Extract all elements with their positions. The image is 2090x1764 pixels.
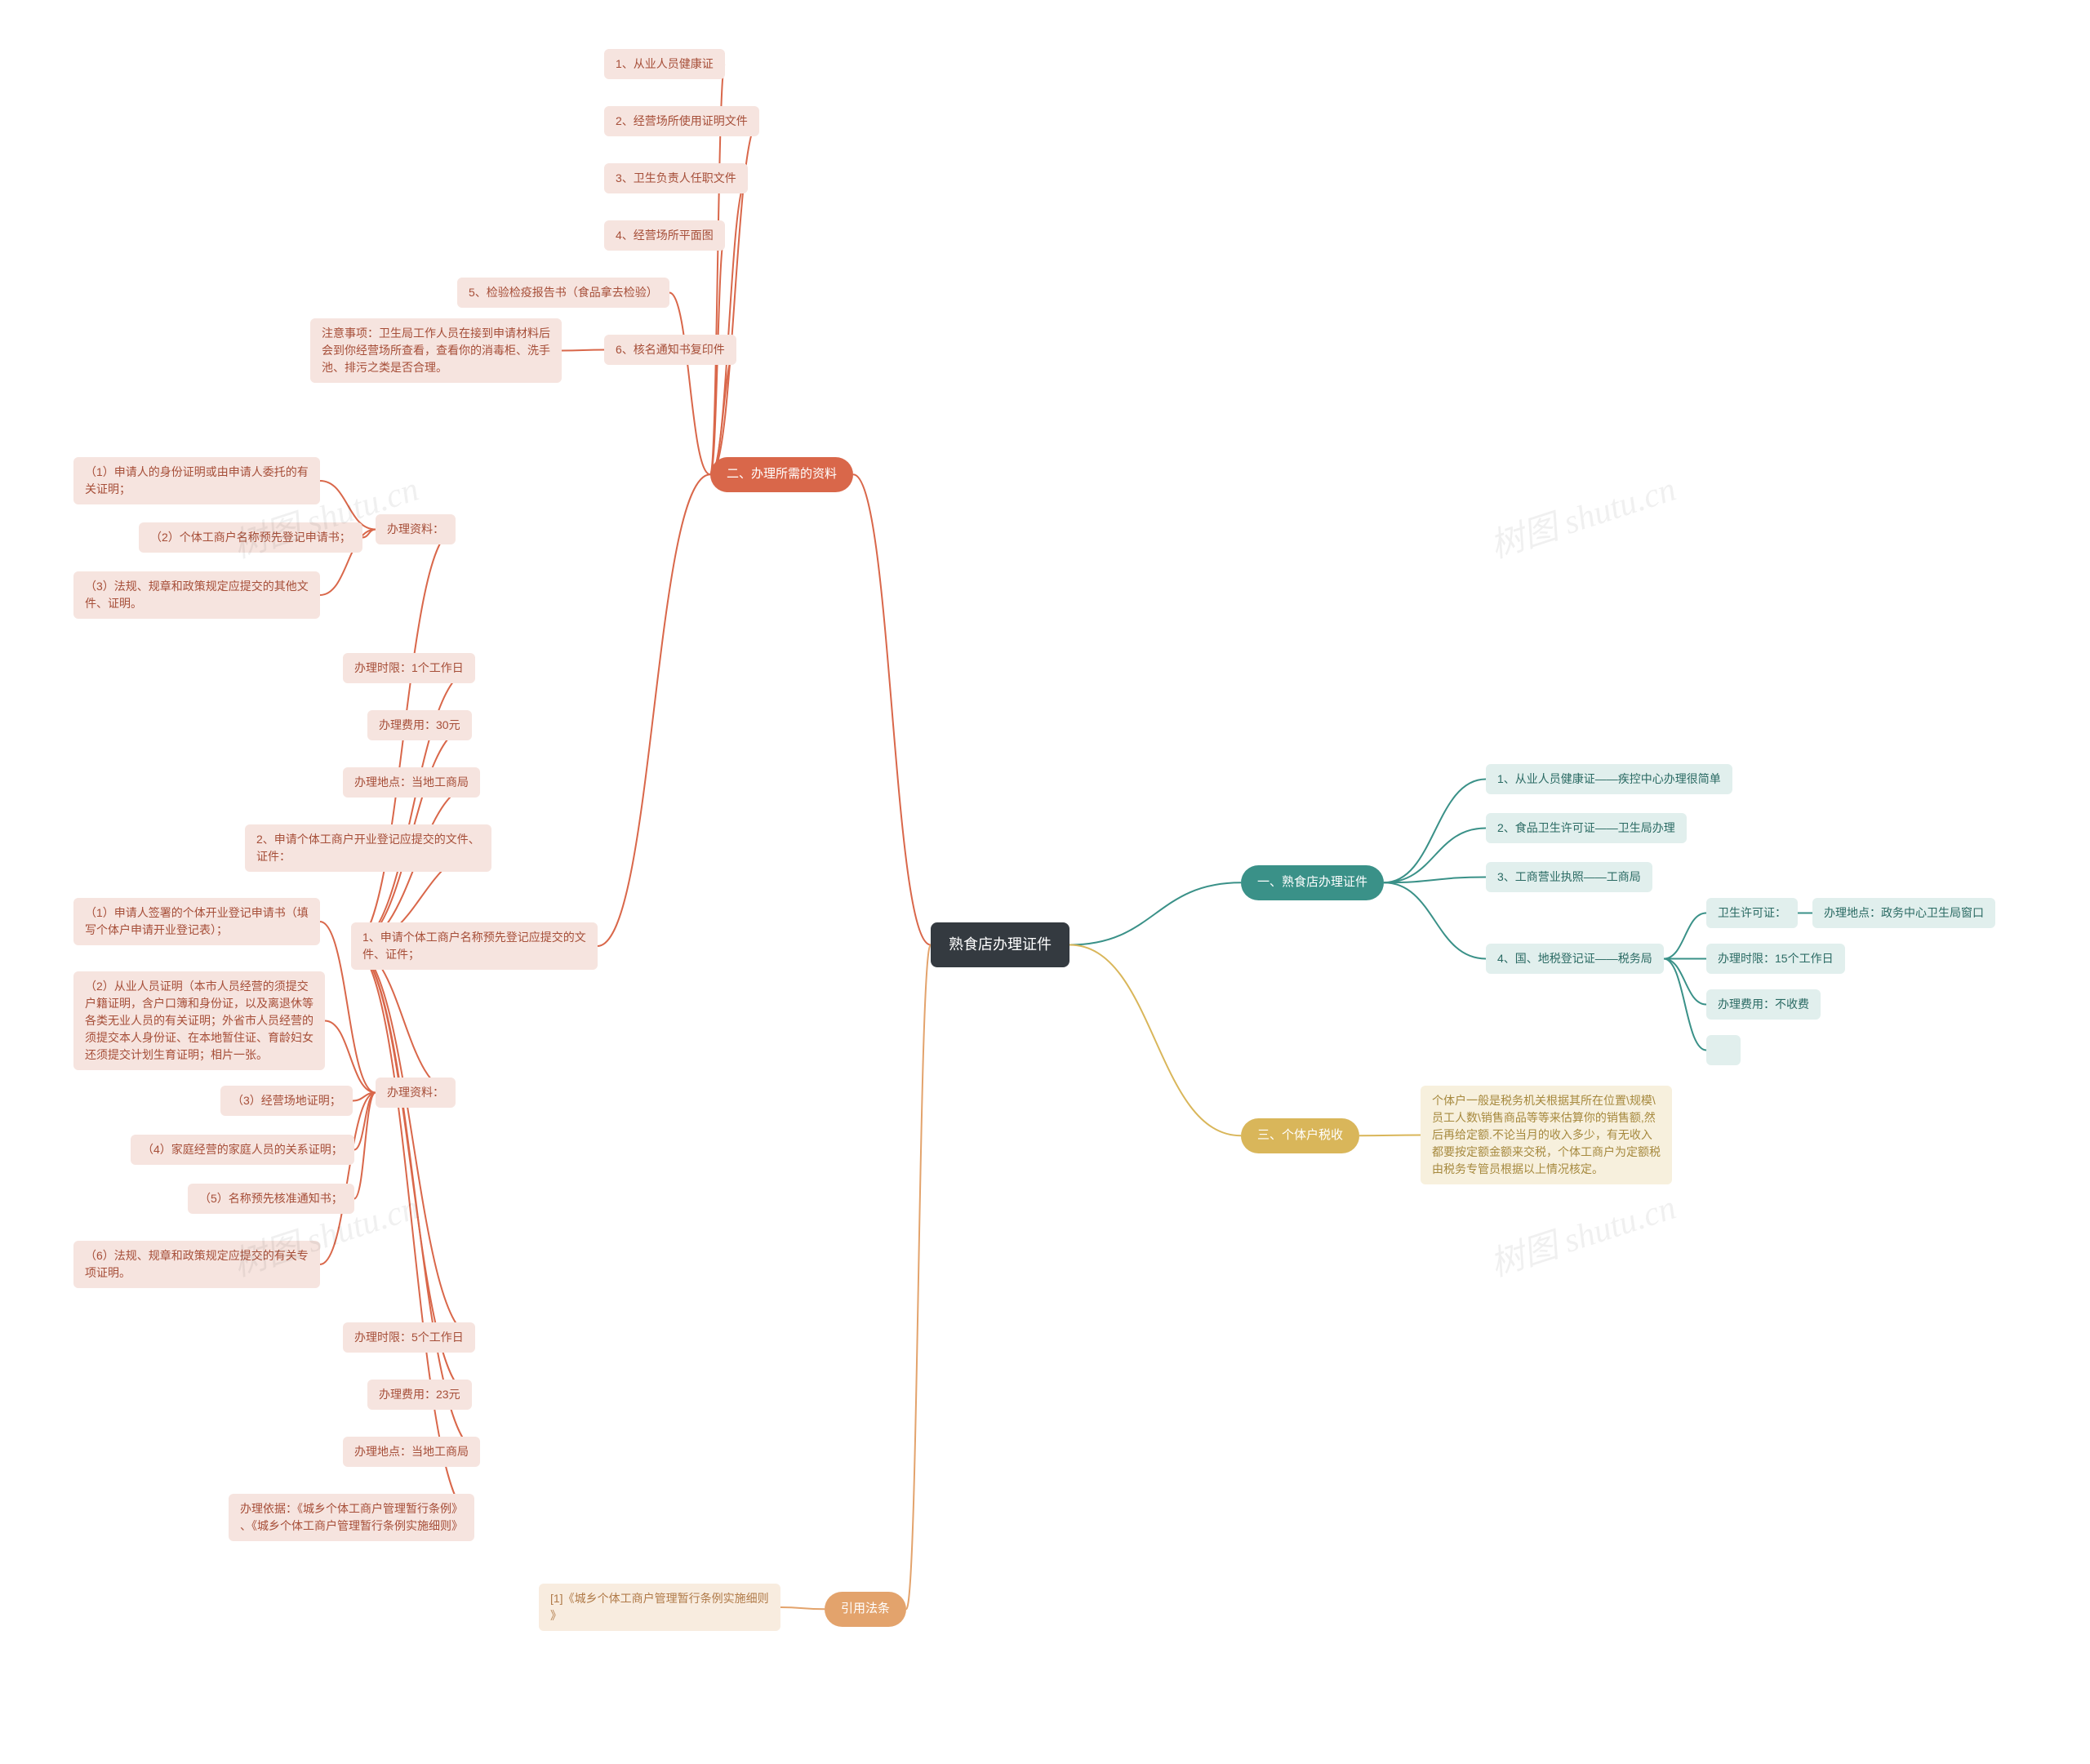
mindmap-node-b1_2[interactable]: 2、食品卫生许可证——卫生局办理 [1486,813,1687,843]
edge [780,1607,825,1609]
mindmap-node-b2_l6[interactable]: 6、核名通知书复印件 [604,335,736,365]
mindmap-node-b4[interactable]: 引用法条 [825,1592,906,1627]
mindmap-node-b2_s2_time[interactable]: 办理时限：5个工作日 [343,1322,475,1353]
mindmap-node-b1_4_1[interactable]: 卫生许可证： [1706,898,1798,928]
mindmap-node-b3[interactable]: 三、个体户税收 [1241,1118,1359,1153]
mindmap-node-b2_s2_r3[interactable]: （3）经营场地证明； [220,1086,353,1116]
mindmap-node-b1[interactable]: 一、熟食店办理证件 [1241,865,1384,900]
mindmap-node-b2_s2_r6[interactable]: （6）法规、规章和政策规定应提交的有关专 项证明。 [73,1241,320,1288]
edge [1384,829,1486,883]
mindmap-node-b2_s2_fee[interactable]: 办理费用：23元 [367,1380,472,1410]
mindmap-node-b1_4[interactable]: 4、国、地税登记证——税务局 [1486,944,1664,974]
mindmap-node-b2_s2_r2[interactable]: （2）从业人员证明（本市人员经营的须提交 户籍证明，含户口簿和身份证，以及离退休… [73,971,325,1070]
mindmap-node-b4_1[interactable]: [1]《城乡个体工商户管理暂行条例实施细则 》 [539,1584,780,1631]
mindmap-node-b2_s2_basis[interactable]: 办理依据：《城乡个体工商户管理暂行条例》 、《城乡个体工商户管理暂行条例实施细则… [229,1494,474,1541]
mindmap-node-b2[interactable]: 二、办理所需的资料 [710,457,853,492]
edge [669,293,710,475]
mindmap-node-b1_1[interactable]: 1、从业人员健康证——疾控中心办理很简单 [1486,764,1732,794]
mindmap-node-b2_s1_2[interactable]: 2、申请个体工商户开业登记应提交的文件、 证件： [245,824,491,872]
mindmap-node-b2_s1[interactable]: 1、申请个体工商户名称预先登记应提交的文 件、证件； [351,922,598,970]
edge [1384,882,1486,958]
mindmap-node-b2_s1_r3[interactable]: （3）法规、规章和政策规定应提交的其他文 件、证明。 [73,571,320,619]
mindmap-node-b2_s1_time[interactable]: 办理时限：1个工作日 [343,653,475,683]
mindmap-node-b2_l4[interactable]: 4、经营场所平面图 [604,220,725,251]
mindmap-node-b2_s2_r4[interactable]: （4）家庭经营的家庭人员的关系证明； [131,1135,354,1165]
mindmap-node-b2_s2_r1[interactable]: （1）申请人签署的个体开业登记申请书（填 写个体户申请开业登记表）； [73,898,320,945]
edge [1664,913,1706,959]
watermark: 树图 shutu.cn [1483,461,1681,568]
mindmap-node-b2_s2_r5[interactable]: （5）名称预先核准通知书； [188,1184,354,1214]
mindmap-node-b2_s1_r1[interactable]: （1）申请人的身份证明或由申请人委托的有 关证明； [73,457,320,504]
edge [354,1093,376,1150]
mindmap-node-b2_s1_fee[interactable]: 办理费用：30元 [367,710,472,740]
edge [1664,959,1706,1005]
edge [362,530,376,538]
edge [1069,882,1241,944]
mindmap-node-b2_l3[interactable]: 3、卫生负责人任职文件 [604,163,748,193]
edge [354,1093,376,1199]
mindmap-node-b2_l5[interactable]: 5、检验检疫报告书（食品拿去检验） [457,278,669,308]
edge [351,946,475,1338]
mindmap-node-b2_l1[interactable]: 1、从业人员健康证 [604,49,725,79]
edge [853,474,931,944]
edge [598,474,710,946]
edge [1384,878,1486,883]
edge [320,1093,376,1265]
mindmap-node-b2_s1_r2[interactable]: （2）个体工商户名称预先登记申请书； [139,522,362,553]
mindmap-node-b2_s1_head[interactable]: 办理资料： [376,514,456,544]
mindmap-node-b1_4_3[interactable]: 办理费用：不收费 [1706,989,1821,1020]
mindmap-node-b1_4_1_1[interactable]: 办理地点：政务中心卫生局窗口 [1812,898,1995,928]
mindmap-node-b2_l6_note[interactable]: 注意事项：卫生局工作人员在接到申请材料后 会到你经营场所查看，查看你的消毒柜、洗… [310,318,562,383]
mindmap-node-b1_4_4[interactable] [1706,1035,1741,1065]
edge [325,1021,376,1093]
edge [353,1093,376,1101]
edge [906,945,931,1610]
mindmap-node-b3_1[interactable]: 个体户一般是税务机关根据其所在位置\规模\ 员工人数\销售商品等等来估算你的销售… [1421,1086,1672,1184]
edge [562,350,604,351]
edge [351,946,480,1452]
edge [1069,945,1241,1136]
edge [710,350,736,475]
mindmap-node-b2_s1_loc[interactable]: 办理地点：当地工商局 [343,767,480,798]
watermark: 树图 shutu.cn [1483,1180,1681,1286]
mindmap-node-b2_l2[interactable]: 2、经营场所使用证明文件 [604,106,759,136]
edge [1384,780,1486,883]
mindmap-node-root[interactable]: 熟食店办理证件 [931,922,1069,967]
mindmap-node-b1_4_2[interactable]: 办理时限：15个工作日 [1706,944,1845,974]
edge [351,946,474,1517]
mindmap-node-b1_3[interactable]: 3、工商营业执照——工商局 [1486,862,1652,892]
mindmap-node-b2_s2_head[interactable]: 办理资料： [376,1078,456,1108]
edge [1664,959,1706,1051]
mindmap-node-b2_s2_loc[interactable]: 办理地点：当地工商局 [343,1437,480,1467]
edge [1359,1135,1421,1136]
